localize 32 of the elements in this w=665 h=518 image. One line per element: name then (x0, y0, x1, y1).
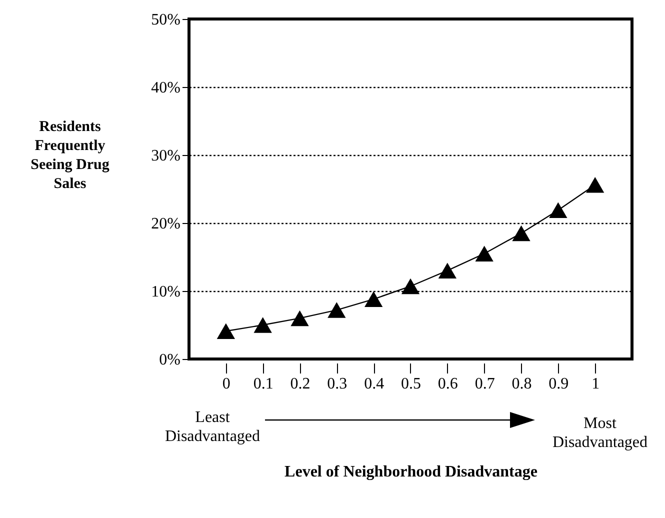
text: Most Disadvantaged (551, 414, 649, 452)
point (438, 262, 456, 278)
y-tick-label: 50% (151, 12, 180, 28)
point (549, 202, 568, 218)
point (586, 177, 604, 193)
x-tick-label: 0.7 (474, 376, 495, 392)
y-axis-title: Residents Frequently Seeing Drug Sales (30, 118, 110, 194)
y-tick-label: 10% (151, 284, 180, 300)
point (290, 310, 309, 326)
x-tick-label: 0.3 (327, 376, 348, 392)
y-tick-label: 40% (151, 80, 180, 96)
y-tick-label: 20% (151, 216, 180, 232)
x-tick-label: 0.4 (364, 376, 384, 392)
point (254, 317, 272, 333)
point (364, 291, 383, 308)
x-tick-label: 0.5 (401, 376, 421, 392)
x-tick-label: 0.9 (548, 376, 569, 392)
point (401, 278, 420, 294)
point (475, 246, 494, 262)
x-tick-label: 0.1 (253, 376, 274, 392)
x-axis-title: Level of Neighborhood Disadvantage (284, 464, 538, 480)
y-tick-label: 0% (159, 352, 180, 368)
x-tick-label: 1 (592, 376, 600, 392)
y-tick-label: 30% (151, 148, 180, 164)
point (216, 323, 235, 339)
text: Least Disadvantaged (164, 408, 262, 446)
x-tick-label: 0.8 (512, 376, 532, 392)
x-tick-label: 0.6 (438, 376, 458, 392)
point (512, 225, 530, 242)
point (328, 302, 346, 318)
x-tick-label: 0 (222, 376, 230, 392)
x-tick-label: 0.2 (290, 376, 310, 392)
